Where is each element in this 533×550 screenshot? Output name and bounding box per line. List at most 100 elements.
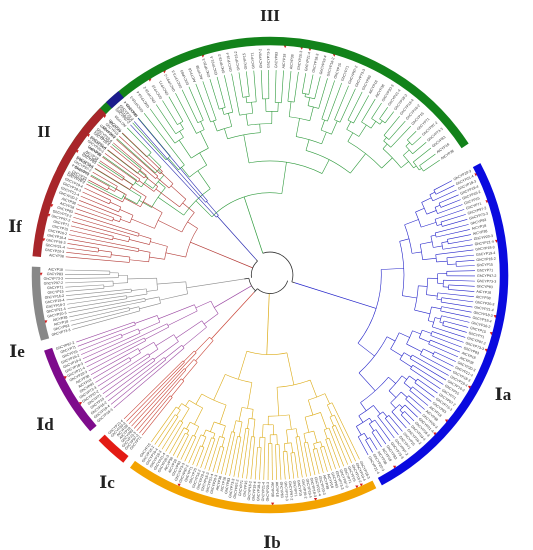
tree-branch: [295, 437, 303, 478]
tree-branch: [183, 427, 189, 431]
leaf-label: GhCYP21-4: [474, 240, 494, 247]
tree-branch: [371, 102, 382, 119]
leaf-label: GhCYP20-3: [210, 474, 219, 494]
tree-branch: [446, 270, 475, 272]
tree-branch: [138, 117, 171, 157]
tree-branch: [160, 171, 163, 175]
tree-branch: [79, 333, 122, 351]
tree-branch: [145, 176, 158, 187]
tree-branch: [442, 244, 473, 250]
leaf-label: GhCYP97-2: [288, 481, 294, 501]
tree-branch: [131, 288, 147, 291]
tree-branch: [414, 378, 418, 383]
tree-branch: [121, 177, 125, 181]
tree-branch: [390, 125, 412, 148]
tree-branch: [65, 277, 119, 279]
tree-branch: [295, 118, 300, 137]
tree-branch: [67, 298, 127, 309]
tree-branch: [321, 80, 335, 120]
tree-branch: [92, 171, 118, 187]
tree-branch: [239, 112, 253, 116]
tree-branch: [227, 132, 261, 140]
tree-branch: [305, 412, 321, 418]
leaf-label: GhCYP71: [465, 202, 482, 211]
tree-branch: [212, 446, 221, 472]
tree-branch: [72, 221, 130, 238]
tree-branch: [347, 91, 363, 121]
tree-branch: [138, 306, 141, 311]
leaf-label: AtCYP38: [440, 149, 454, 161]
tree-branch: [374, 419, 391, 442]
tree-branch: [447, 263, 457, 265]
leaf-label: AtCYP18: [78, 378, 93, 389]
tree-branch: [121, 132, 147, 158]
tree-branch: [80, 195, 119, 213]
tree-branch: [219, 436, 225, 439]
tree-branch: [268, 414, 290, 417]
tree-branch: [371, 432, 382, 448]
group-arc-Ia: [377, 163, 509, 486]
tree-branch: [400, 414, 411, 425]
tree-branch: [434, 219, 438, 226]
tree-branch: [433, 180, 453, 191]
tree-branch: [375, 429, 387, 445]
tree-branch: [138, 200, 152, 208]
tree-branch: [129, 306, 139, 310]
tree-branch: [211, 292, 255, 340]
tree-branch: [403, 149, 410, 156]
leaf-label: GhCYP73-3: [477, 279, 497, 284]
leaf-label: GhCYP83: [224, 478, 231, 495]
tree-branch: [360, 402, 367, 411]
tree-branch: [251, 409, 254, 419]
marker-triangle-icon: [271, 502, 275, 506]
tree-branch: [321, 159, 330, 174]
tree-branch: [139, 170, 149, 179]
tree-branch: [187, 221, 198, 229]
tree-branch: [329, 416, 335, 427]
tree-branch: [204, 438, 216, 470]
tree-branch: [364, 433, 368, 439]
tree-branch: [153, 341, 179, 360]
tree-branch: [145, 296, 160, 301]
tree-branch: [114, 186, 118, 192]
leaf-label: GhCYP73-3: [51, 328, 71, 337]
tree-branch: [65, 284, 104, 288]
tree-branch: [381, 157, 393, 169]
tree-branch: [318, 78, 328, 109]
tree-branch: [169, 427, 185, 454]
tree-branch: [325, 437, 330, 440]
tree-branch: [287, 101, 295, 103]
tree-branch: [327, 82, 342, 122]
tree-branch: [170, 185, 187, 200]
tree-branch: [434, 209, 465, 220]
tree-branch: [121, 328, 139, 336]
tree-branch: [184, 436, 197, 462]
tree-branch: [346, 121, 352, 130]
leaf-label: GhCYP20-3: [47, 311, 67, 318]
tree-branch: [214, 285, 252, 308]
marker-triangle-icon: [78, 402, 83, 406]
tree-branch: [224, 75, 234, 113]
tree-branch: [307, 97, 311, 106]
tree-branch: [200, 121, 205, 130]
tree-branch: [316, 448, 324, 474]
tree-branch: [334, 414, 356, 462]
tree-branch: [440, 214, 466, 223]
tree-branch: [138, 180, 155, 192]
tree-branch: [68, 298, 145, 314]
tree-branch: [386, 336, 396, 342]
tree-branch: [225, 432, 236, 476]
tree-branch: [146, 288, 148, 295]
tree-branch: [379, 120, 383, 125]
tree-branch: [107, 149, 145, 179]
tree-branch: [440, 221, 443, 227]
tree-branch: [382, 411, 388, 418]
tree-branch: [122, 132, 163, 172]
tree-branch: [432, 189, 457, 202]
leaf-label: AtCYP38: [459, 356, 474, 366]
tree-branch: [186, 422, 191, 430]
tree-branch: [361, 98, 376, 123]
tree-branch: [383, 116, 400, 136]
leaf-label: GhCYP19-4: [252, 481, 257, 501]
leaf-label: AtCYP38: [87, 146, 101, 158]
